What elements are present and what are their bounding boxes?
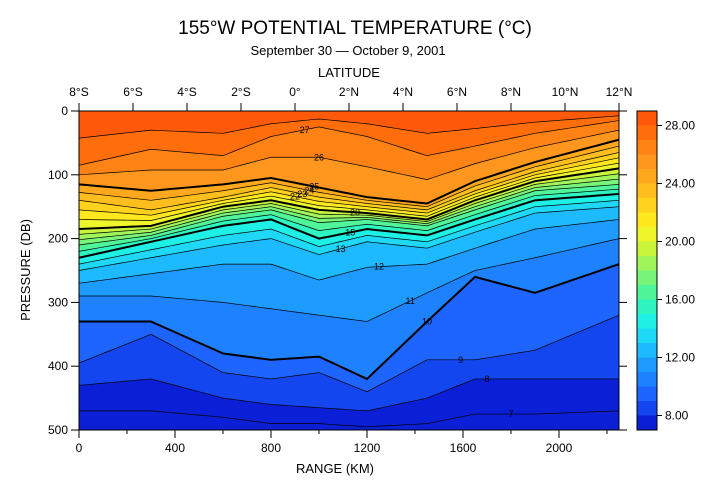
x-axis: 0 400 800 1200 1600 2000 <box>76 430 607 455</box>
y-axis-label: PRESSURE (DB) <box>18 219 33 321</box>
x-tick-label: 2000 <box>546 441 573 455</box>
x-tick-label: 1600 <box>450 441 477 455</box>
colorbar-swatch <box>637 300 657 315</box>
colorbar-swatch <box>637 184 657 199</box>
isotherm-label-9: 9 <box>458 355 463 365</box>
colorbar-swatch <box>637 227 657 242</box>
x-axis-label: RANGE (KM) <box>296 461 374 476</box>
y-tick-label: 0 <box>61 104 68 118</box>
colorbar-tick-label: 8.00 <box>665 409 689 423</box>
colorbar-swatch <box>637 358 657 373</box>
isotherm-label-11: 11 <box>406 296 415 306</box>
colorbar-swatch <box>637 169 657 184</box>
colorbar-swatch <box>637 213 657 228</box>
y-tick-label: 300 <box>48 295 68 309</box>
temperature-field <box>79 111 619 430</box>
isotherm-label-7: 7 <box>508 409 513 419</box>
colorbar-swatch <box>637 111 657 126</box>
isotherm-label-27: 27 <box>300 125 310 135</box>
colorbar-swatch <box>637 387 657 402</box>
top-tick-label: 12°N <box>606 85 633 99</box>
colorbar-swatch <box>637 140 657 155</box>
x-tick-label: 1200 <box>354 441 381 455</box>
colorbar-swatch <box>637 416 657 431</box>
isotherm-label-8: 8 <box>484 374 489 384</box>
colorbar: 8.00 12.00 16.00 20.00 24.00 28.00 <box>637 111 695 430</box>
top-tick-label: 8°N <box>501 85 521 99</box>
isotherm-label-26: 26 <box>314 152 324 162</box>
colorbar-swatch <box>637 198 657 213</box>
top-axis: 8°S 6°S 4°S 2°S 0° 2°N 4°N 6°N 8°N 10°N 12°N <box>69 85 632 111</box>
isotherm-label-10: 10 <box>422 317 432 327</box>
colorbar-tick-label: 28.00 <box>665 119 695 133</box>
top-tick-label: 2°S <box>231 85 250 99</box>
colorbar-swatch <box>637 242 657 257</box>
colorbar-swatch <box>637 271 657 286</box>
y-tick-label: 200 <box>48 232 68 246</box>
isotherm-label-12: 12 <box>374 262 384 272</box>
colorbar-tick-label: 24.00 <box>665 177 695 191</box>
top-axis-label: LATITUDE <box>318 65 380 80</box>
colorbar-tick-label: 16.00 <box>665 293 695 307</box>
top-tick-label: 8°S <box>69 85 88 99</box>
colorbar-swatch <box>637 155 657 170</box>
x-tick-label: 0 <box>76 441 83 455</box>
colorbar-swatch <box>637 401 657 416</box>
chart-title: 155°W POTENTIAL TEMPERATURE (°C) <box>178 18 532 39</box>
top-tick-label: 6°N <box>447 85 467 99</box>
colorbar-swatch <box>637 314 657 329</box>
y-tick-label: 400 <box>48 359 68 373</box>
isotherm-label-13: 13 <box>336 244 346 254</box>
chart-figure: 155°W POTENTIAL TEMPERATURE (°C) Septemb… <box>0 0 728 498</box>
y-tick-label: 500 <box>48 423 68 437</box>
isotherm-label-15: 15 <box>345 227 355 237</box>
colorbar-swatch <box>637 343 657 358</box>
colorbar-swatch <box>637 329 657 344</box>
top-tick-label: 2°N <box>339 85 359 99</box>
colorbar-swatch <box>637 285 657 300</box>
top-tick-label: 0° <box>289 85 301 99</box>
y-tick-label: 100 <box>48 168 68 182</box>
top-tick-label: 4°N <box>393 85 413 99</box>
x-tick-label: 800 <box>261 441 281 455</box>
chart-subtitle: September 30 — October 9, 2001 <box>250 43 445 58</box>
x-tick-label: 400 <box>165 441 185 455</box>
top-tick-label: 10°N <box>552 85 579 99</box>
colorbar-swatch <box>637 126 657 141</box>
isotherm-label-20: 20 <box>350 207 360 217</box>
top-tick-label: 6°S <box>123 85 142 99</box>
colorbar-swatch <box>637 372 657 387</box>
colorbar-tick-label: 12.00 <box>665 351 695 365</box>
colorbar-swatch <box>637 256 657 271</box>
colorbar-tick-label: 20.00 <box>665 235 695 249</box>
isotherm-label-22: 22 <box>290 192 300 202</box>
top-tick-label: 4°S <box>177 85 196 99</box>
